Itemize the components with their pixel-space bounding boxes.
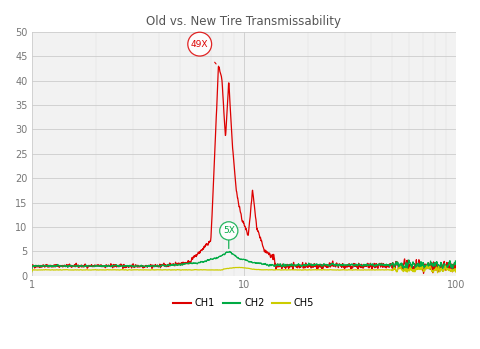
Text: 5X: 5X xyxy=(223,227,235,248)
Legend: CH1, CH2, CH5: CH1, CH2, CH5 xyxy=(169,295,318,312)
Text: 49X: 49X xyxy=(191,40,216,64)
Title: Old vs. New Tire Transmissability: Old vs. New Tire Transmissability xyxy=(146,15,341,28)
